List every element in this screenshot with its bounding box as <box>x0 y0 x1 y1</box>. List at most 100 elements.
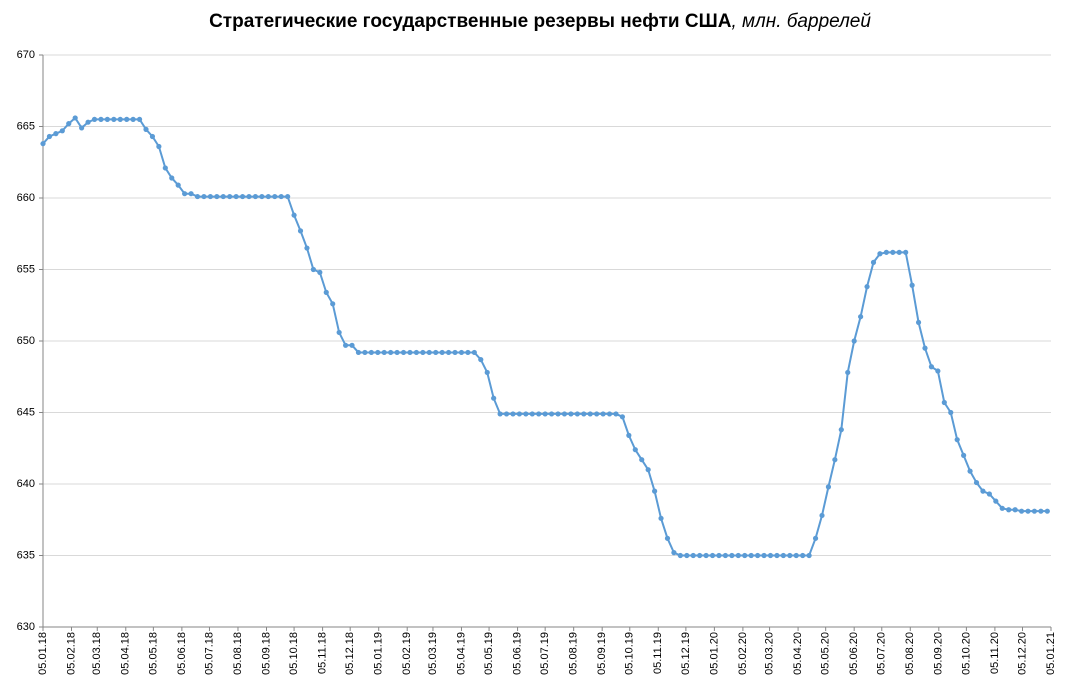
data-point <box>761 552 767 559</box>
x-tick-label: 05.05.20 <box>820 632 832 675</box>
data-point <box>941 399 947 406</box>
data-point <box>832 457 838 463</box>
x-tick-label: 05.12.19 <box>680 632 692 675</box>
data-point <box>606 411 613 417</box>
data-point <box>201 193 207 200</box>
data-point <box>362 349 368 356</box>
data-point <box>787 552 793 559</box>
data-point <box>780 552 786 559</box>
data-point <box>388 349 394 356</box>
data-point <box>111 116 117 122</box>
y-tick-label: 655 <box>17 263 35 275</box>
x-tick-label: 05.10.20 <box>960 632 972 675</box>
data-point <box>169 175 175 181</box>
data-point <box>265 193 271 200</box>
data-point <box>819 512 825 519</box>
data-point <box>561 411 568 417</box>
x-tick-label: 05.10.18 <box>288 632 300 675</box>
data-point <box>986 491 992 497</box>
x-tick-label: 05.05.19 <box>483 632 495 675</box>
chart-subtitle: , млн. баррелей <box>731 11 871 32</box>
data-point <box>529 411 535 417</box>
data-point <box>400 349 407 356</box>
data-point <box>697 552 703 559</box>
data-point <box>413 349 420 356</box>
data-point <box>227 193 233 200</box>
data-point <box>864 284 870 290</box>
data-point <box>439 349 445 356</box>
data-point <box>928 364 935 370</box>
x-tick-label: 05.02.20 <box>737 632 749 675</box>
data-point <box>220 193 226 200</box>
x-tick-label: 05.05.18 <box>147 632 159 675</box>
data-point <box>709 552 716 559</box>
data-point <box>980 488 986 494</box>
data-point <box>272 193 278 200</box>
data-point <box>1031 508 1038 514</box>
data-point <box>516 411 523 417</box>
data-point <box>143 126 149 132</box>
x-tick-label: 05.03.19 <box>427 632 439 675</box>
data-point <box>162 165 168 171</box>
data-point <box>845 369 851 376</box>
data-point <box>626 432 632 438</box>
data-point <box>1012 507 1018 513</box>
data-point <box>79 125 85 131</box>
data-point <box>336 329 342 336</box>
data-point <box>445 349 452 356</box>
data-point <box>742 552 748 559</box>
data-point <box>246 193 252 200</box>
data-point <box>375 349 381 356</box>
data-point <box>800 552 806 559</box>
data-point <box>574 411 580 417</box>
data-point <box>677 552 683 559</box>
y-tick-label: 670 <box>17 49 35 61</box>
x-tick-label: 05.06.18 <box>176 632 188 675</box>
data-point <box>478 356 484 363</box>
data-point <box>98 116 104 122</box>
data-point <box>812 535 819 541</box>
data-point <box>613 411 619 417</box>
x-tick-label: 05.08.18 <box>232 632 244 675</box>
data-point <box>568 411 574 417</box>
data-point <box>394 349 400 356</box>
data-point <box>72 115 78 121</box>
data-point <box>632 447 638 453</box>
x-tick-label: 05.09.19 <box>596 632 608 675</box>
data-point <box>214 193 220 200</box>
data-point <box>85 119 91 125</box>
y-tick-label: 650 <box>17 335 35 347</box>
x-tick-label: 05.07.20 <box>876 632 888 675</box>
data-point <box>594 411 600 417</box>
data-point <box>330 301 336 307</box>
x-tick-label: 05.03.20 <box>763 632 775 675</box>
data-point <box>954 437 960 443</box>
x-tick-label: 05.04.19 <box>455 632 467 675</box>
data-point <box>458 349 465 356</box>
x-tick-label: 05.02.18 <box>65 632 77 675</box>
data-point <box>355 349 362 356</box>
x-tick-label: 05.03.18 <box>91 632 103 675</box>
data-line <box>42 116 1048 557</box>
data-point <box>903 249 909 255</box>
data-point <box>182 191 188 197</box>
data-point <box>117 116 123 122</box>
data-point <box>645 467 651 473</box>
data-point <box>188 191 194 197</box>
y-tick-label: 645 <box>17 406 35 418</box>
data-point <box>671 550 677 556</box>
x-tick-label: 05.06.19 <box>511 632 523 675</box>
data-point <box>690 552 696 559</box>
data-point <box>967 468 973 474</box>
x-tick-label: 05.11.18 <box>316 632 328 674</box>
data-point <box>471 349 477 356</box>
x-tick-label: 05.01.18 <box>37 632 49 675</box>
data-point <box>104 116 110 122</box>
x-tick-label: 05.01.19 <box>373 632 385 675</box>
data-point <box>46 133 53 140</box>
data-point <box>349 342 355 348</box>
data-point <box>1018 508 1025 514</box>
data-point <box>664 535 671 541</box>
data-point <box>600 411 606 417</box>
